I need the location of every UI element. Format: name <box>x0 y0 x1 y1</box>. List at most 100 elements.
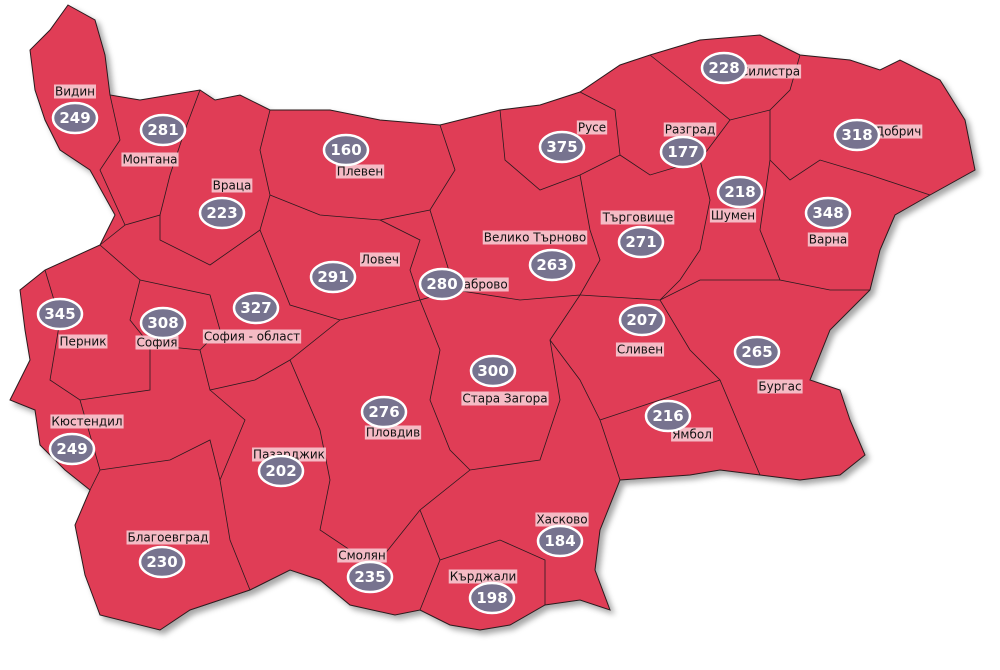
region-label: Стара Загора <box>461 391 549 406</box>
value-badge: 249 <box>48 432 96 466</box>
region-name: Кюстендил <box>51 415 122 429</box>
region-value: 348 <box>812 204 843 222</box>
badge-ellipse <box>617 225 665 259</box>
label-background <box>461 391 549 406</box>
region-value: 160 <box>330 141 361 159</box>
badge-ellipse <box>322 133 370 167</box>
region-value: 281 <box>147 121 178 139</box>
region-name: Шумен <box>711 209 755 223</box>
badge-ellipse <box>469 354 517 388</box>
badge-ellipse <box>138 545 186 579</box>
label-background <box>335 164 385 179</box>
region-value: 207 <box>626 311 657 329</box>
region-name: Перник <box>60 335 107 349</box>
badge-ellipse <box>659 135 707 169</box>
region-value: 345 <box>44 305 75 323</box>
label-background <box>709 208 757 223</box>
value-badge: 327 <box>232 291 280 325</box>
region-name: Русе <box>578 121 606 135</box>
badge-ellipse <box>139 113 187 147</box>
value-badge: 184 <box>536 524 584 558</box>
region-value: 265 <box>741 343 772 361</box>
value-badge: 308 <box>139 306 187 340</box>
label-background <box>600 210 675 225</box>
region-label: Ямбол <box>671 427 713 442</box>
region-value: 223 <box>206 204 237 222</box>
region-label: София - област <box>202 329 302 344</box>
value-badge: 345 <box>36 297 84 331</box>
region-value: 218 <box>724 183 755 201</box>
region-label: Перник <box>58 334 108 349</box>
region-label: Видин <box>54 84 96 99</box>
badge-ellipse <box>804 196 852 230</box>
region-value: 280 <box>426 275 457 293</box>
region-name: Благоевград <box>128 531 209 545</box>
label-background <box>448 569 518 584</box>
value-badge: 249 <box>51 101 99 135</box>
region-value: 198 <box>476 589 507 607</box>
badge-ellipse <box>36 297 84 331</box>
label-background <box>663 122 717 137</box>
region-value: 308 <box>147 314 178 332</box>
badge-ellipse <box>257 454 305 488</box>
badge-ellipse <box>139 306 187 340</box>
values: 249 281 223 160 375 228 177 318 218 271 348 263 291 2… <box>36 51 881 615</box>
region-value: 249 <box>56 440 87 458</box>
region-name: Стара Загора <box>462 392 547 406</box>
region-name: София - област <box>204 330 300 344</box>
region-label: Габрово <box>455 277 509 292</box>
region-name: Сливен <box>617 343 663 357</box>
region-label: Разград <box>663 122 717 137</box>
region-name: Пловдив <box>366 426 420 440</box>
region-value: 271 <box>625 233 656 251</box>
region-name: Габрово <box>456 278 507 292</box>
label-background <box>615 342 665 357</box>
region-name: Видин <box>55 85 95 99</box>
region-label: Добрич <box>873 124 923 139</box>
region-label: Благоевград <box>126 530 210 545</box>
region-value: 375 <box>546 138 577 156</box>
label-background <box>807 232 849 247</box>
region-label: Кюстендил <box>50 414 124 429</box>
label-background <box>337 548 387 563</box>
region-label: Монтана <box>121 152 179 167</box>
badge-ellipse <box>700 51 748 85</box>
label-background <box>121 152 179 167</box>
label-background <box>50 414 124 429</box>
region-name: Ямбол <box>672 428 712 442</box>
region-value: 300 <box>477 362 508 380</box>
region-value: 184 <box>544 532 575 550</box>
value-badge: 291 <box>309 260 357 294</box>
value-badge: 223 <box>198 196 246 230</box>
label-background <box>54 84 96 99</box>
region-label: Плевен <box>335 164 385 179</box>
badge-ellipse <box>198 196 246 230</box>
value-badge: 348 <box>804 196 852 230</box>
region-name: Враца <box>213 179 252 193</box>
value-badge: 318 <box>833 118 881 152</box>
region-name: Добрич <box>875 125 922 139</box>
badge-ellipse <box>536 524 584 558</box>
badge-ellipse <box>346 560 394 594</box>
label-background <box>126 530 210 545</box>
badge-ellipse <box>716 175 764 209</box>
badge-ellipse <box>309 260 357 294</box>
value-badge: 228 <box>700 51 748 85</box>
value-badge: 276 <box>360 395 408 429</box>
badge-ellipse <box>232 291 280 325</box>
badge-ellipse <box>468 581 516 615</box>
badge-ellipse <box>528 248 576 282</box>
region-label: Пловдив <box>364 425 422 440</box>
badge-ellipse <box>733 335 781 369</box>
label-background <box>364 425 422 440</box>
label-background <box>482 230 588 245</box>
label-background <box>576 120 608 135</box>
region-value: 228 <box>708 59 739 77</box>
value-badge: 202 <box>257 454 305 488</box>
region-value: 235 <box>354 568 385 586</box>
value-badge: 230 <box>138 545 186 579</box>
region-label: Враца <box>211 178 253 193</box>
region-value: 327 <box>240 299 271 317</box>
label-background <box>455 277 509 292</box>
